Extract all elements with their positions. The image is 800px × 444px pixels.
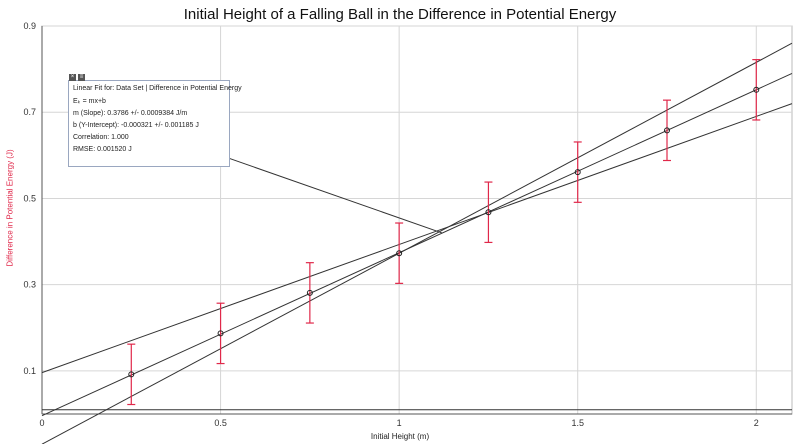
x-tick-label: 2 <box>754 418 759 428</box>
x-axis-label: Initial Height (m) <box>370 432 430 441</box>
y-tick-label: 0.9 <box>23 21 36 31</box>
data-point <box>574 169 581 176</box>
data-point <box>128 371 135 378</box>
options-icon[interactable]: ≡ <box>78 74 85 81</box>
fit-title: Linear Fit for: Data Set | Difference in… <box>73 85 242 92</box>
data-point <box>217 330 224 337</box>
fit-box-controls: × ≡ <box>69 74 229 81</box>
data-point <box>753 86 760 93</box>
chart-title: Initial Height of a Falling Ball in the … <box>183 6 617 23</box>
linear-fit-box[interactable]: × ≡ Linear Fit for: Data Set | Differenc… <box>68 74 242 167</box>
data-point <box>396 250 403 257</box>
x-tick-label: 1.5 <box>571 418 584 428</box>
x-tick-label: 0.5 <box>214 418 227 428</box>
close-icon[interactable]: × <box>69 74 76 81</box>
y-tick-label: 0.1 <box>23 366 36 376</box>
data-points <box>127 59 761 406</box>
y-axis-label: Difference in Potential Energy (J) <box>5 149 15 267</box>
fit-intercept: b (Y-Intercept): -0.000321 +/- 0.001185 … <box>73 122 199 129</box>
data-point <box>306 289 313 296</box>
annotation-pointer <box>220 154 443 234</box>
y-tick-label: 0.5 <box>23 193 36 203</box>
x-tick-label: 0 <box>39 418 44 428</box>
fit-correlation: Correlation: 1.000 <box>73 134 129 141</box>
fit-rmse: RMSE: 0.001520 J <box>73 146 132 153</box>
data-point <box>485 209 492 216</box>
y-tick-label: 0.7 <box>23 107 36 117</box>
tick-labels: 0 0.5 1 1.5 2 0.1 0.3 0.5 0.7 0.9 <box>23 21 758 428</box>
y-tick-label: 0.3 <box>23 280 36 290</box>
data-point <box>664 127 670 134</box>
x-tick-label: 1 <box>397 418 402 428</box>
fit-slope: m (Slope): 0.3786 +/- 0.0009384 J/m <box>73 110 188 117</box>
fit-equation: Eₖ = mx+b <box>73 98 106 105</box>
